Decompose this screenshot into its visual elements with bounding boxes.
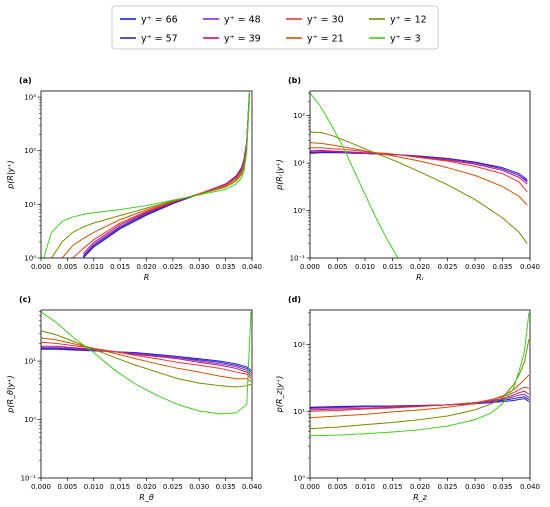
x-tick-label: 0.035 [216, 483, 236, 491]
series-line [41, 345, 252, 377]
legend: y⁺ = 66 y⁺ = 57 y⁺ = 48 y⁺ = 39 y⁺ = 30 y⁺ = … [111, 5, 439, 50]
series-line [310, 149, 528, 185]
x-tick-label: 0.010 [355, 263, 375, 271]
y-tick-label: 10³ [24, 94, 36, 102]
x-tick-label: 0.015 [382, 263, 402, 271]
legend-entry-label: y⁺ = 66 [141, 15, 178, 26]
x-tick-label: 0.035 [216, 263, 236, 271]
legend-entry-label: y⁺ = 39 [224, 34, 261, 45]
series-line [41, 347, 252, 375]
x-tick-label: 0.005 [57, 483, 77, 491]
series-line [310, 142, 528, 206]
x-tick-label: 0.025 [437, 263, 457, 271]
x-tick-label: 0.035 [492, 263, 512, 271]
panel-label: (c) [19, 295, 31, 304]
series-line [310, 131, 528, 245]
y-tick-label: 10⁰ [293, 475, 305, 483]
x-tick-label: 0.005 [327, 263, 347, 271]
y-tick-label: 10⁻¹ [21, 475, 37, 483]
x-tick-label: 0.000 [300, 263, 320, 271]
x-tick-label: 0.010 [84, 483, 104, 491]
legend-entry-label: y⁺ = 57 [141, 34, 178, 45]
chart-panel: 0.000 0.005 0.010 0.015 0.020 0.025 0.030 0.035… [275, 76, 540, 282]
series-line [310, 92, 399, 258]
y-tick-label: 10⁰ [24, 416, 36, 424]
chart-panel: 0.000 0.005 0.010 0.015 0.020 0.025 0.030 0.035… [6, 295, 262, 502]
legend-entry-label: y⁺ = 21 [307, 34, 344, 45]
y-axis-label: p(R_θ|y⁺) [6, 375, 15, 413]
y-tick-label: 10² [293, 341, 305, 349]
legend-entry-label: y⁺ = 30 [307, 15, 344, 26]
x-tick-label: 0.025 [437, 483, 457, 491]
x-tick-label: 0.010 [355, 483, 375, 491]
legend-entry-label: y⁺ = 12 [390, 15, 427, 26]
x-tick-label: 0.015 [110, 483, 130, 491]
legend-frame [111, 5, 439, 50]
series-line [43, 91, 250, 258]
x-tick-label: 0.040 [520, 483, 540, 491]
x-tick-label: 0.000 [300, 483, 320, 491]
panel-label: (b) [288, 76, 301, 85]
y-tick-label: 10¹ [293, 160, 305, 168]
y-tick-label: 10¹ [24, 201, 36, 209]
x-tick-label: 0.000 [31, 263, 51, 271]
x-tick-label: 0.005 [57, 263, 77, 271]
x-tick-label: 0.030 [465, 483, 485, 491]
series-line [310, 386, 530, 412]
x-tick-label: 0.030 [189, 263, 209, 271]
series-line [41, 311, 252, 415]
x-tick-label: 0.015 [382, 483, 402, 491]
y-tick-label: 10¹ [24, 358, 36, 366]
y-tick-label: 10⁰ [24, 255, 36, 263]
x-tick-label: 0.020 [136, 263, 156, 271]
legend-entry-label: y⁺ = 3 [390, 34, 421, 45]
x-tick-label: 0.000 [31, 483, 51, 491]
x-tick-label: 0.040 [242, 483, 262, 491]
x-tick-label: 0.025 [163, 263, 183, 271]
series-line [41, 337, 252, 382]
series-line [310, 147, 528, 192]
y-axis-label: p(R|y⁺) [6, 160, 15, 190]
series-line [41, 341, 252, 380]
x-axis-label: R [144, 273, 150, 282]
series-line [310, 374, 530, 419]
y-tick-label: 10⁰ [293, 207, 305, 215]
x-tick-label: 0.020 [136, 483, 156, 491]
x-axis-label: Rᵣ [416, 273, 425, 282]
series-line [310, 339, 530, 430]
x-tick-label: 0.015 [110, 263, 130, 271]
series-line [41, 330, 252, 388]
y-tick-label: 10¹ [293, 408, 305, 416]
y-tick-label: 10² [293, 112, 305, 120]
x-tick-label: 0.030 [465, 263, 485, 271]
panel-label: (d) [288, 295, 301, 304]
x-tick-label: 0.040 [242, 263, 262, 271]
panel-label: (a) [19, 76, 32, 85]
chart-panel: 0.000 0.005 0.010 0.015 0.020 0.025 0.030 0.035… [6, 76, 262, 282]
y-axis-label: p(R_z|y⁺) [275, 376, 284, 414]
y-axis-label: p(Rᵣ|y⁺) [275, 159, 284, 191]
x-tick-label: 0.035 [492, 483, 512, 491]
series-line [41, 348, 252, 371]
x-axis-label: R_z [413, 493, 428, 502]
chart-panel: 0.000 0.005 0.010 0.015 0.020 0.025 0.030 0.035… [275, 295, 540, 502]
x-tick-label: 0.025 [163, 483, 183, 491]
y-tick-label: 10⁻¹ [290, 255, 306, 263]
x-tick-label: 0.020 [410, 263, 430, 271]
x-axis-label: R_θ [139, 493, 154, 502]
x-tick-label: 0.010 [84, 263, 104, 271]
x-tick-label: 0.040 [520, 263, 540, 271]
x-tick-label: 0.005 [327, 483, 347, 491]
series-line [51, 99, 250, 258]
legend-entry-label: y⁺ = 48 [224, 15, 261, 26]
x-tick-label: 0.030 [189, 483, 209, 491]
panels: 0.000 0.005 0.010 0.015 0.020 0.025 0.030 0.035… [6, 76, 540, 502]
x-tick-label: 0.020 [410, 483, 430, 491]
y-tick-label: 10² [24, 147, 36, 155]
series-line [310, 312, 530, 437]
